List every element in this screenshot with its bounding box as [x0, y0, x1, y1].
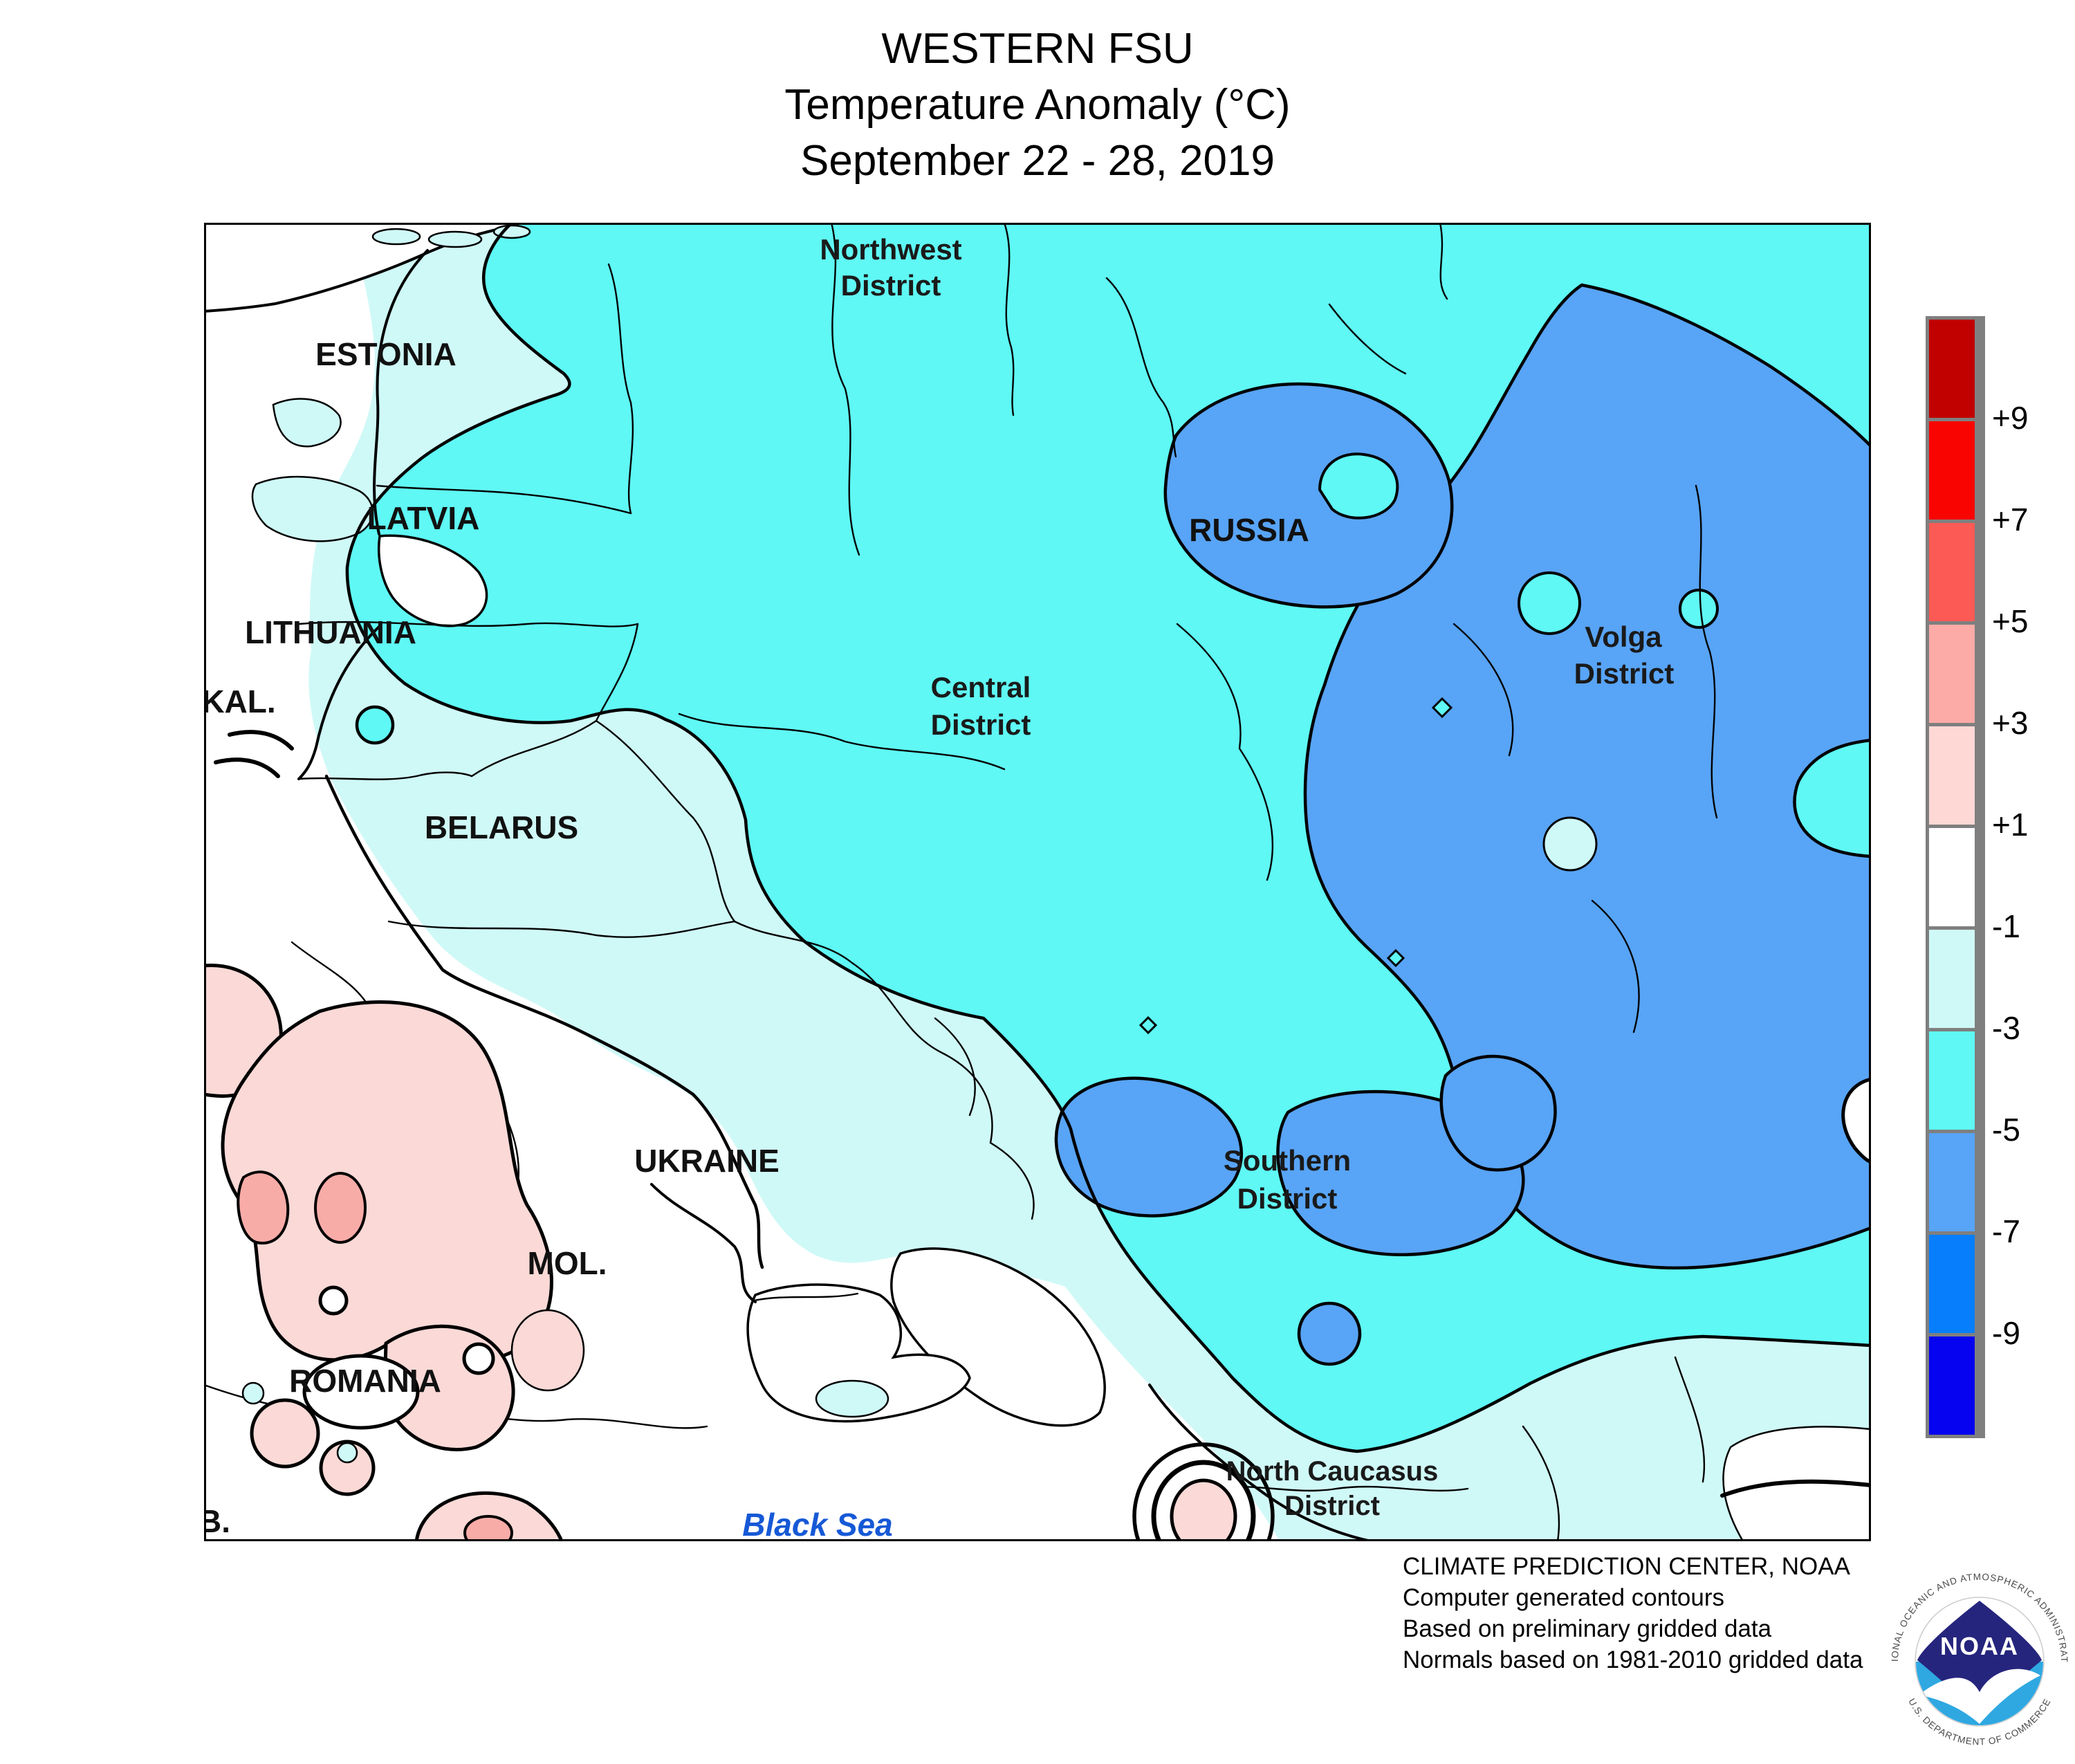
southeast-white-corner [1722, 1426, 1871, 1541]
colorbar-label--1: -1 [1992, 908, 2020, 944]
sea-of-azov [890, 1247, 1106, 1427]
map-labels: NorthwestDistrictESTONIALATVIALITHUANIAK… [204, 233, 1674, 1541]
cyan-island [1318, 452, 1399, 520]
baltic-coast-estonia [373, 249, 429, 535]
credit-line-1: CLIMATE PREDICTION CENTER, NOAA [1403, 1553, 1850, 1580]
credit-text: CLIMATE PREDICTION CENTER, NOAA Computer… [1403, 1551, 1863, 1675]
colorbar-label-+7: +7 [1992, 502, 2029, 538]
colorbar-label-+5: +5 [1992, 603, 2029, 639]
map-label-lithuania: LITHUANIA [245, 614, 416, 650]
caspian-notch [1841, 1077, 1871, 1164]
map-label-district: District [841, 269, 941, 302]
map-label-volga: Volga [1585, 621, 1662, 653]
map-label-district: District [1284, 1491, 1380, 1521]
baltic-coast-latvia [297, 625, 381, 780]
map-title: WESTERN FSU Temperature Anomaly (°C) Sep… [208, 21, 1868, 189]
map-region-blue-connector [1439, 1054, 1557, 1172]
cyan-diamond [1138, 1016, 1158, 1035]
lightcyan-hole [1542, 816, 1598, 872]
colorbar-cell-7 [1929, 1031, 1975, 1130]
map-label-southern: Southern [1224, 1144, 1351, 1177]
cyan-spot-lithuania [355, 705, 395, 745]
colorbar [1926, 316, 1985, 1438]
crimea-lightcyan-patch [815, 1379, 889, 1418]
map-region-blue-southern-left [1054, 1076, 1243, 1218]
colorbar-cell-3 [1929, 625, 1975, 723]
colorbar-cell-0 [1929, 320, 1975, 418]
caucasus-bullseye [1132, 1442, 1275, 1541]
finland-island [427, 230, 483, 248]
map-label-belarus: BELARUS [425, 809, 578, 845]
colorbar-cell-9 [1929, 1235, 1975, 1333]
map-region-blue-russia [1163, 382, 1454, 609]
map-label-latvia: LATVIA [367, 500, 480, 536]
crimea-peninsula [746, 1283, 971, 1423]
cyan-island [1679, 589, 1719, 629]
contour-minus1 [324, 774, 764, 1269]
map-label-black-sea: Black Sea [742, 1507, 892, 1541]
estonia-island-saaremaa [251, 475, 374, 542]
map-label-estonia: ESTONIA [315, 336, 456, 372]
colorbar-cell-1 [1929, 421, 1975, 520]
anomaly-map: Northwest District ESTONIA LATVIA LITHUANIA K… [204, 223, 1871, 1541]
map-label-district: District [1237, 1182, 1338, 1215]
map-border [204, 223, 1871, 1541]
noaa-logo: NATIONAL OCEANIC AND ATMOSPHERIC ADMINIS… [1885, 1572, 2071, 1753]
logo-seagull-icon [1919, 1669, 2040, 1724]
map-label-central: Central [931, 671, 1031, 704]
cyan-island [1518, 571, 1581, 635]
map-label-romania: ROMANIA [289, 1363, 441, 1399]
colorbar-cell-6 [1929, 930, 1975, 1028]
kaliningrad-lagoon [228, 730, 294, 751]
title-line-3: September 22 - 28, 2019 [800, 137, 1275, 185]
logo-noaa-text: NOAA [1940, 1632, 2019, 1660]
title-line-2: Temperature Anomaly (°C) [784, 81, 1291, 129]
credit-line-3: Based on preliminary gridded data [1403, 1615, 1772, 1642]
map-label-north-caucasus: North Caucasus [1226, 1456, 1439, 1487]
contour-minus3 [345, 223, 1871, 1453]
map-label-b-: B. [204, 1503, 230, 1539]
colorbar-cell-10 [1929, 1336, 1975, 1435]
map-label-kal-: KAL. [204, 683, 276, 719]
colorbar-cell-4 [1929, 726, 1975, 825]
map-region-blue-dot [1297, 1301, 1362, 1366]
black-sea-north-coast [650, 1183, 757, 1303]
estonia-island-hiiumaa [272, 398, 342, 448]
colorbar-label--7: -7 [1992, 1213, 2020, 1249]
finland-island [371, 228, 421, 246]
colorbar-cell-2 [1929, 523, 1975, 621]
caucasus-coast [1148, 1384, 1372, 1541]
colorbar-label-+3: +3 [1992, 705, 2029, 741]
colorbar-label--5: -5 [1992, 1112, 2020, 1148]
colorbar-label-+9: +9 [1992, 400, 2029, 436]
credit-line-2: Computer generated contours [1403, 1584, 1724, 1611]
colorbar-label--3: -3 [1992, 1010, 2020, 1046]
caspian-coast-line [1720, 1479, 1871, 1498]
colorbar-label-+1: +1 [1992, 807, 2029, 843]
cyan-diamond [1431, 697, 1453, 719]
logo-diamond [1917, 1601, 2042, 1722]
finland-island [492, 224, 531, 239]
map-label-district: District [1574, 657, 1675, 690]
title-line-1: WESTERN FSU [881, 25, 1194, 73]
credit-line-4: Normals based on 1981-2010 gridded data [1403, 1646, 1863, 1673]
colorbar-cell-5 [1929, 828, 1975, 926]
map-canvas: NorthwestDistrictESTONIALATVIALITHUANIAK… [204, 223, 1871, 1541]
colorbar-cell-8 [1929, 1133, 1975, 1231]
kaliningrad-lagoon [214, 757, 280, 778]
map-label-ukraine: UKRAINE [634, 1143, 780, 1179]
cyan-diamond [1386, 948, 1405, 968]
map-label-northwest: Northwest [820, 233, 961, 266]
colorbar-label--9: -9 [1992, 1315, 2020, 1351]
map-label-mol-: MOL. [528, 1245, 607, 1281]
colorbar-cells [1929, 320, 1982, 1435]
warm-anomaly-patches [204, 964, 585, 1541]
map-label-district: District [931, 708, 1031, 741]
map-label-russia: RUSSIA [1189, 512, 1309, 548]
gulf-of-riga [377, 534, 488, 627]
